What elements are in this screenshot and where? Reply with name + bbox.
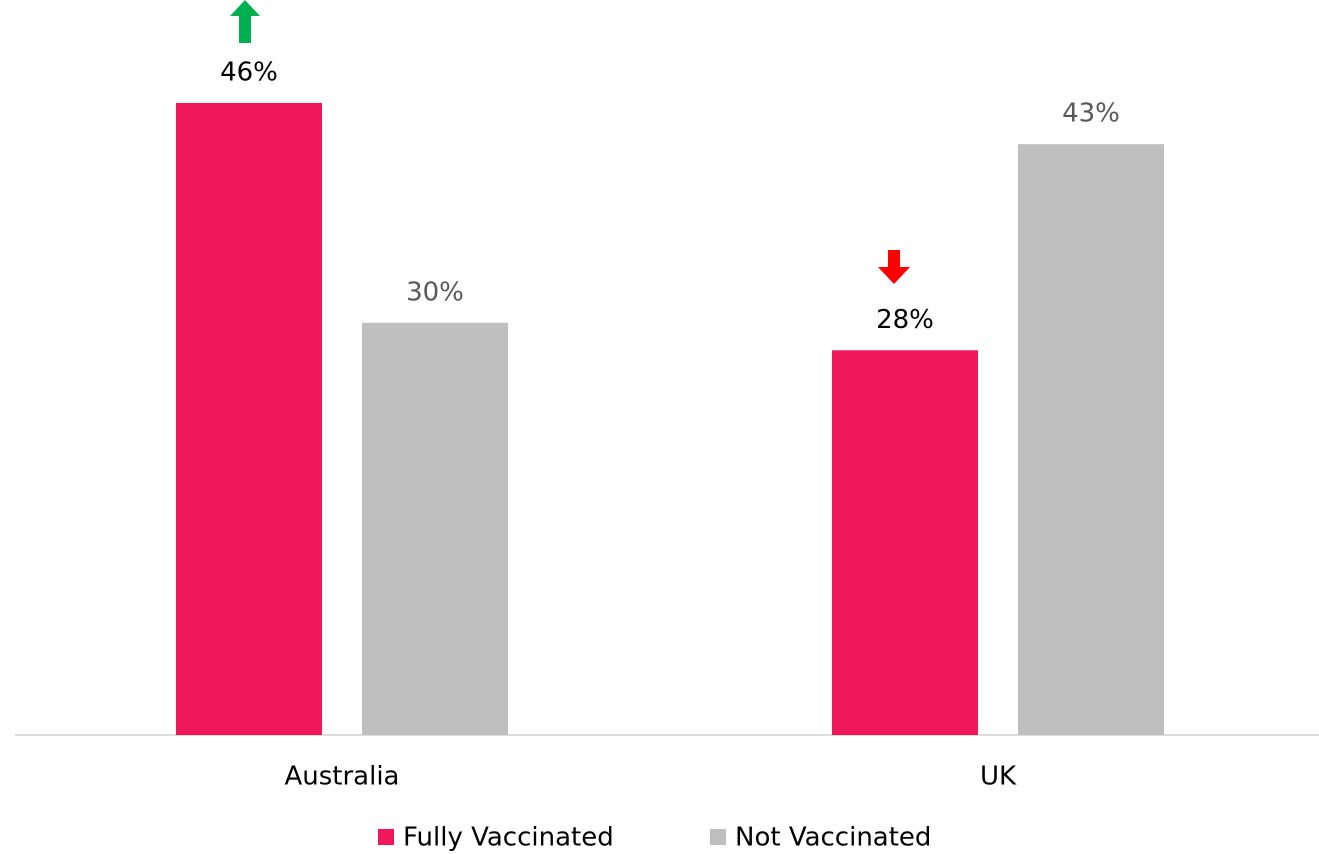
x-tick-label: Australia <box>284 762 399 792</box>
bar <box>1018 144 1164 735</box>
x-tick-label: UK <box>980 762 1017 792</box>
bar <box>832 350 978 735</box>
bar <box>362 322 508 735</box>
data-label: 43% <box>1062 99 1120 129</box>
data-label: 30% <box>406 277 464 307</box>
legend-label: Fully Vaccinated <box>403 823 614 853</box>
up-arrow <box>230 0 260 43</box>
legend-label: Not Vaccinated <box>735 823 931 853</box>
data-label: 28% <box>876 305 934 335</box>
bar <box>176 102 322 735</box>
down-arrow <box>878 250 910 284</box>
legend-swatch <box>710 829 726 845</box>
data-label: 46% <box>220 57 278 87</box>
legend-swatch <box>378 829 394 845</box>
